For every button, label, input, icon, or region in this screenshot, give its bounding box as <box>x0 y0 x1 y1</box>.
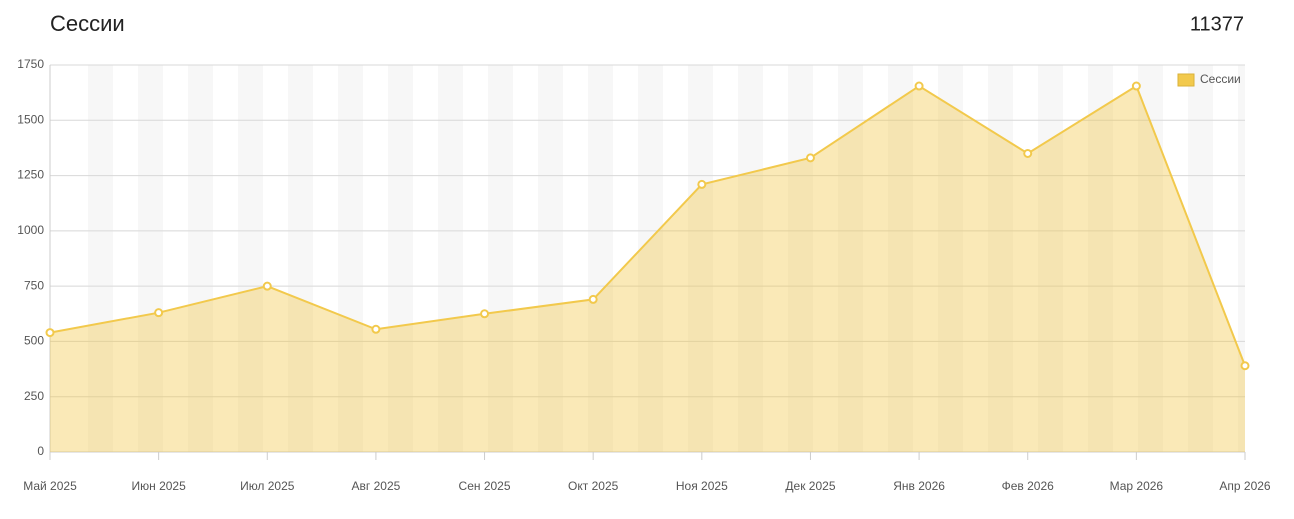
y-tick-label: 0 <box>37 444 44 458</box>
stripe <box>488 65 513 452</box>
x-tick-label: Июл 2025 <box>240 479 295 493</box>
point <box>805 153 815 163</box>
stripe <box>1138 65 1163 452</box>
stripe <box>1088 65 1113 452</box>
x-tick-label: Май 2025 <box>23 479 77 493</box>
x-tick-label: Апр 2026 <box>1219 479 1271 493</box>
point <box>45 328 55 338</box>
legend-swatch <box>1177 73 1195 87</box>
x-tick-label: Фев 2026 <box>1002 479 1055 493</box>
point <box>1023 148 1033 158</box>
area <box>50 86 1245 452</box>
stripe <box>938 65 963 452</box>
x-tick-label: Окт 2025 <box>568 479 619 493</box>
y-tick-label: 1250 <box>17 168 44 182</box>
stripe <box>388 65 413 452</box>
stripe <box>88 65 113 452</box>
stripe <box>838 65 863 452</box>
x-tick-label: Сен 2025 <box>459 479 511 493</box>
point <box>1240 361 1250 371</box>
point <box>588 294 598 304</box>
stripe <box>788 65 813 452</box>
x-tick-label: Янв 2026 <box>893 479 945 493</box>
point <box>262 281 272 291</box>
x-tick-label: Мар 2026 <box>1110 479 1164 493</box>
line <box>49 84 1246 367</box>
point <box>914 81 924 91</box>
stripe <box>688 65 713 452</box>
stripe <box>1188 65 1213 452</box>
y-tick-label: 250 <box>24 389 44 403</box>
stripe <box>588 65 613 452</box>
x-tick-label: Дек 2025 <box>785 479 835 493</box>
y-tick-label: 1500 <box>17 112 44 126</box>
x-tick-label: Июн 2025 <box>131 479 186 493</box>
point <box>1131 81 1141 91</box>
stripe <box>1238 65 1245 452</box>
x-tick-label: Авг 2025 <box>352 479 401 493</box>
stripe <box>988 65 1013 452</box>
point <box>480 309 490 319</box>
stripe <box>888 65 913 452</box>
stripe <box>338 65 363 452</box>
y-tick-label: 1750 <box>17 57 44 71</box>
x-tick-label: Ноя 2025 <box>676 479 728 493</box>
total-value: 11377 <box>1190 13 1244 35</box>
stripe <box>638 65 663 452</box>
stripe <box>438 65 463 452</box>
stripe <box>188 65 213 452</box>
point <box>371 324 381 334</box>
y-tick-label: 1000 <box>17 223 44 237</box>
stripe <box>1038 65 1063 452</box>
point <box>154 308 164 318</box>
stripe <box>738 65 763 452</box>
stripe <box>288 65 313 452</box>
stripe <box>238 65 263 452</box>
background-stripes <box>50 65 1245 452</box>
stripe <box>538 65 563 452</box>
chart-title: Сессии <box>50 11 125 36</box>
stripe <box>138 65 163 452</box>
y-tick-label: 750 <box>24 278 44 292</box>
y-tick-label: 500 <box>24 334 44 348</box>
point <box>697 179 707 189</box>
legend-label: Сессии <box>1200 72 1241 86</box>
